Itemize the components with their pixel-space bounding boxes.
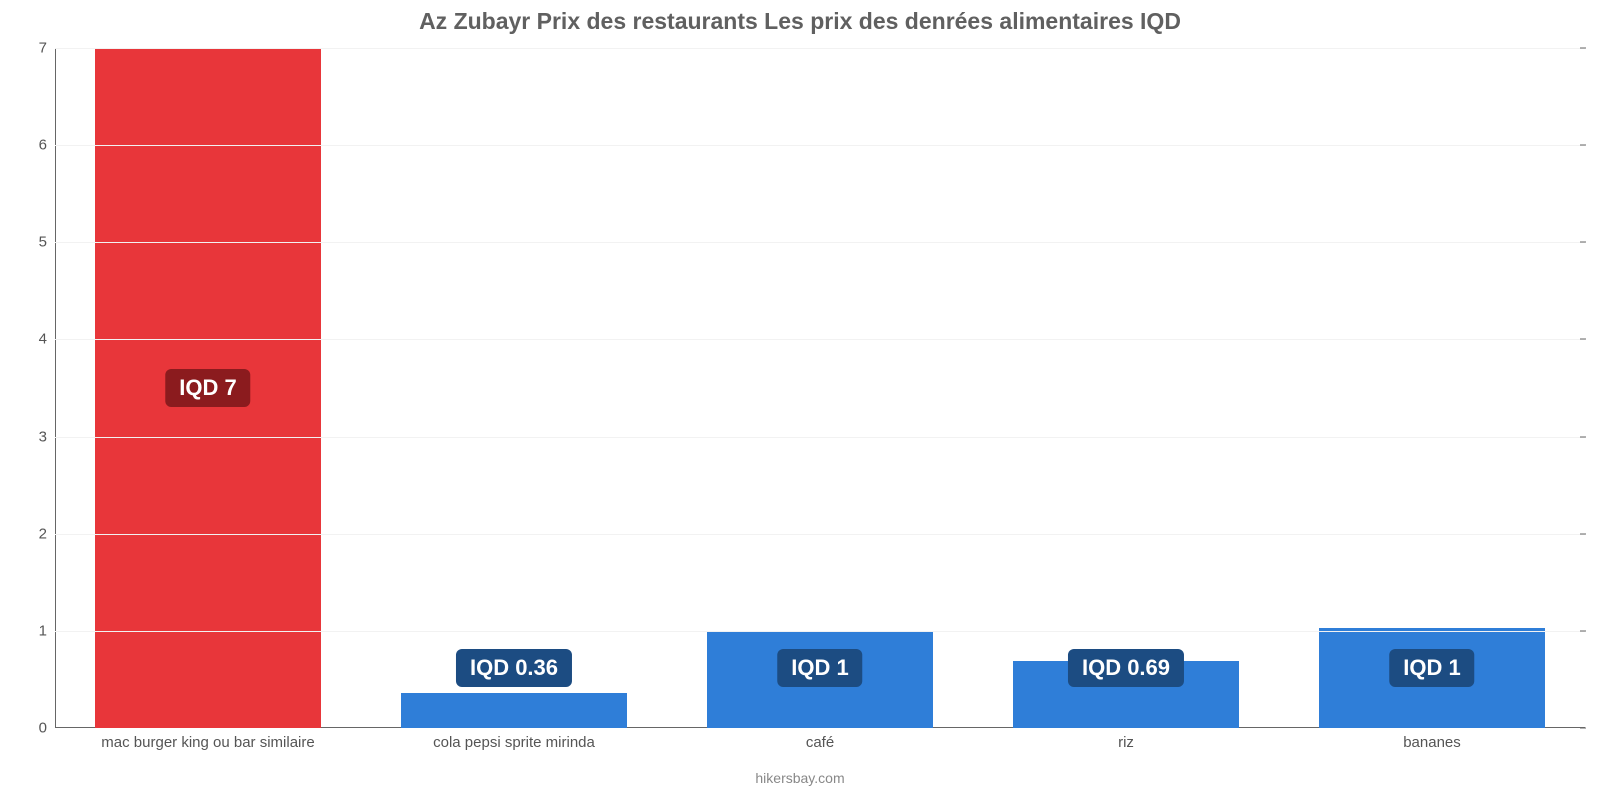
x-tick-label: bananes [1403,734,1461,751]
bar [401,693,627,728]
grid-line [55,48,1585,49]
y-tick-label: 1 [39,622,55,639]
y-tick-mark [1580,728,1586,729]
y-tick-label: 4 [39,331,55,348]
chart-title: Az Zubayr Prix des restaurants Les prix … [0,8,1600,35]
y-tick-label: 5 [39,234,55,251]
y-tick-mark [1580,242,1586,243]
credit-text: hikersbay.com [0,770,1600,786]
bar-value-label: IQD 7 [165,369,250,407]
y-tick-mark [1580,48,1586,49]
y-tick-label: 0 [39,720,55,737]
x-tick-label: cola pepsi sprite mirinda [433,734,595,751]
y-tick-label: 7 [39,40,55,57]
y-tick-label: 6 [39,137,55,154]
bar-value-label: IQD 0.69 [1068,649,1184,687]
grid-line [55,534,1585,535]
y-tick-label: 3 [39,428,55,445]
y-tick-mark [1580,339,1586,340]
x-tick-label: mac burger king ou bar similaire [101,734,314,751]
bar-value-label: IQD 1 [777,649,862,687]
price-bar-chart: Az Zubayr Prix des restaurants Les prix … [0,0,1600,800]
y-tick-label: 2 [39,525,55,542]
x-tick-label: riz [1118,734,1134,751]
y-tick-mark [1580,630,1586,631]
bar-value-label: IQD 0.36 [456,649,572,687]
y-tick-mark [1580,436,1586,437]
grid-line [55,242,1585,243]
y-tick-mark [1580,533,1586,534]
x-tick-label: café [806,734,834,751]
grid-line [55,631,1585,632]
grid-line [55,145,1585,146]
grid-line [55,437,1585,438]
y-tick-mark [1580,145,1586,146]
grid-line [55,339,1585,340]
bar-value-label: IQD 1 [1389,649,1474,687]
bars-layer: IQD 7 IQD 0.36 IQD 1 IQD 0.69 IQD 1 [55,48,1585,728]
plot-area: IQD 7IQD 0.36IQD 1IQD 0.69IQD 1 mac burg… [55,48,1585,728]
